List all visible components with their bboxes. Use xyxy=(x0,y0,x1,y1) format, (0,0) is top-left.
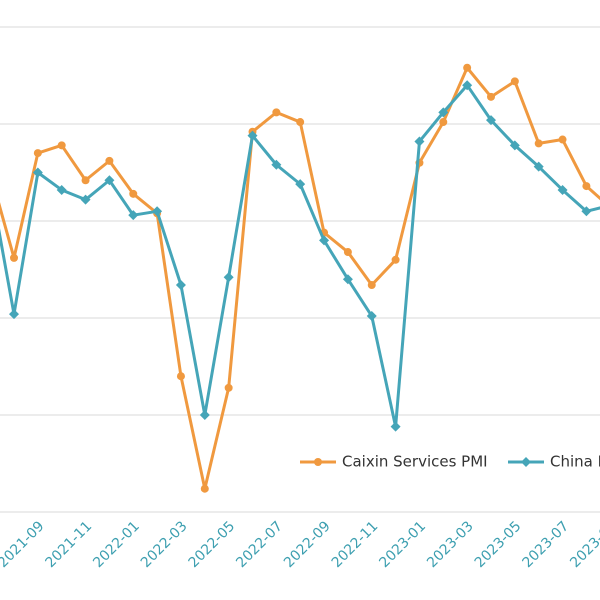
point xyxy=(558,135,567,144)
x-tick-label: 2022-09 xyxy=(281,518,334,571)
point xyxy=(104,175,115,186)
x-tick-label: 2021-09 xyxy=(0,518,48,571)
point xyxy=(296,118,305,127)
point xyxy=(271,159,282,170)
point xyxy=(534,139,543,148)
x-tick-label: 2022-05 xyxy=(186,518,239,571)
x-tick-label: 2022-03 xyxy=(138,518,191,571)
legend-label: China NBS Services PMI xyxy=(550,453,600,471)
point xyxy=(128,210,139,221)
point xyxy=(32,167,43,178)
point xyxy=(581,206,592,217)
point xyxy=(319,235,330,246)
point xyxy=(9,309,19,320)
x-tick-label: 2022-07 xyxy=(233,518,286,571)
point xyxy=(487,92,495,101)
legend-marker xyxy=(314,458,322,466)
x-tick-label: 2021-11 xyxy=(43,518,96,571)
point xyxy=(366,311,377,322)
point xyxy=(509,140,520,151)
point xyxy=(152,206,163,217)
point xyxy=(342,274,353,285)
point xyxy=(56,184,67,195)
point xyxy=(295,179,306,190)
point xyxy=(367,281,376,290)
point xyxy=(224,383,233,392)
point xyxy=(33,149,42,158)
point xyxy=(391,255,400,264)
point xyxy=(582,182,591,191)
point xyxy=(223,272,234,283)
point xyxy=(343,248,352,257)
point xyxy=(247,130,258,141)
point xyxy=(10,253,18,262)
x-tick-label: 2023-03 xyxy=(424,518,477,571)
x-tick-label: 2022-11 xyxy=(329,518,382,571)
x-tick-label: 2023-01 xyxy=(376,518,429,571)
point xyxy=(272,108,281,117)
legend-label: Caixin Services PMI xyxy=(342,453,488,471)
x-tick-label: 2023-07 xyxy=(520,518,573,571)
point xyxy=(81,176,90,185)
point xyxy=(176,372,185,381)
point xyxy=(557,184,568,195)
legend-marker xyxy=(521,457,531,467)
point xyxy=(486,115,496,126)
x-tick-label: 2023-09 xyxy=(567,518,600,571)
point xyxy=(414,136,425,147)
x-tick-label: 2023-05 xyxy=(472,518,525,571)
point xyxy=(463,63,472,72)
series-line xyxy=(0,66,600,491)
point xyxy=(390,421,401,432)
series-line xyxy=(0,83,600,429)
point xyxy=(80,194,91,205)
point xyxy=(199,410,210,420)
point xyxy=(175,280,186,291)
point xyxy=(105,156,114,165)
x-tick-label: 2022-01 xyxy=(90,518,143,571)
point xyxy=(439,118,448,127)
point xyxy=(462,80,473,91)
point xyxy=(57,141,66,150)
point xyxy=(200,484,209,493)
point xyxy=(129,189,138,198)
point xyxy=(438,107,449,118)
point xyxy=(533,161,544,172)
point xyxy=(510,77,519,86)
